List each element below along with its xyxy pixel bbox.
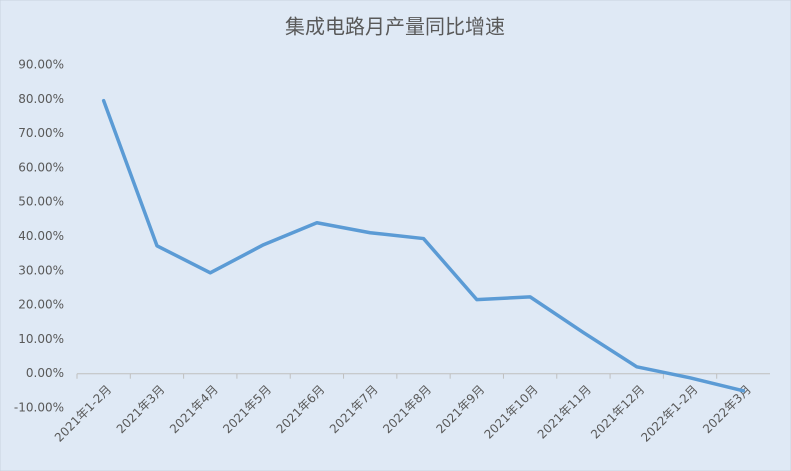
y-tick-label: 10.00% — [18, 332, 64, 346]
y-tick-label: 30.00% — [18, 263, 64, 277]
y-tick-label: 70.00% — [18, 126, 64, 140]
series-line — [101, 98, 746, 393]
y-tick-label: 90.00% — [18, 58, 64, 72]
y-tick-label: 60.00% — [18, 160, 64, 174]
y-tick-label: 0.00% — [26, 366, 64, 380]
chart-title: 集成电路月产量同比增速 — [285, 15, 505, 39]
y-tick-label: 50.00% — [18, 195, 64, 209]
y-tick-label: -10.00% — [14, 401, 64, 415]
y-tick-label: 20.00% — [18, 298, 64, 312]
y-tick-label: 40.00% — [18, 229, 64, 243]
y-tick-label: 80.00% — [18, 92, 64, 106]
